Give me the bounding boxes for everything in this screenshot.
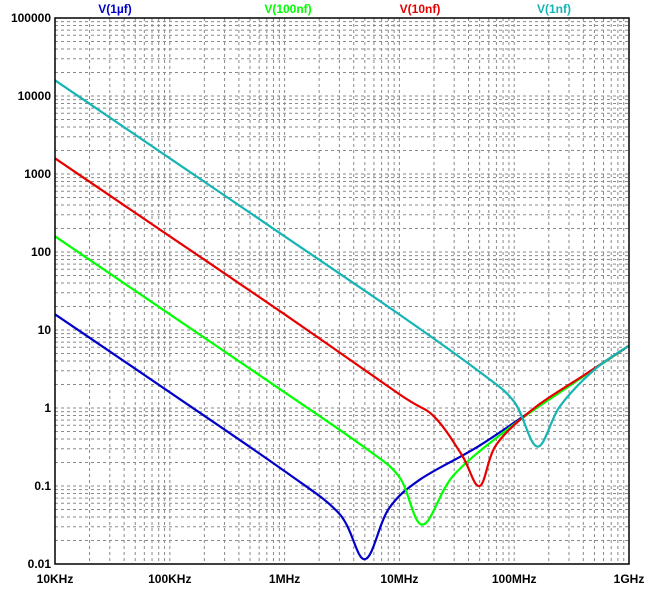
- axis-tick-labels: 10KHz 100KHz 1MHz 10MHz 100MHz 1GHz1000001000…: [11, 11, 644, 586]
- y-tick-label: 100000: [11, 11, 51, 25]
- y-tick-label: 0.1: [34, 479, 51, 493]
- x-tick-label: 1GHz: [614, 572, 645, 586]
- grid-lines: [55, 18, 629, 564]
- y-tick-label: 100: [31, 245, 51, 259]
- y-tick-label: 1000: [24, 167, 51, 181]
- series-line-2: [54, 157, 630, 488]
- plot-frame: [54, 17, 630, 565]
- x-tick-label: 1MHz: [269, 572, 300, 586]
- y-tick-label: 0.01: [28, 557, 52, 571]
- x-tick-label: 100KHz: [148, 572, 191, 586]
- legend-entry-1: V(100nf): [264, 2, 311, 16]
- y-tick-label: 10000: [18, 89, 52, 103]
- legend-entry-0: V(1µf): [98, 2, 132, 16]
- y-tick-label: 10: [38, 323, 52, 337]
- x-tick-label: 10MHz: [380, 572, 418, 586]
- series-line-1: [54, 235, 630, 526]
- legend-entry-2: V(10nf): [400, 2, 441, 16]
- series-lines: [54, 79, 630, 561]
- x-tick-label: 100MHz: [492, 572, 537, 586]
- legend: V(1µf) V(100nf) V(10nf) V(1nf): [98, 2, 571, 16]
- series-line-3: [54, 79, 630, 448]
- legend-entry-3: V(1nf): [537, 2, 571, 16]
- series-line-0: [54, 313, 630, 561]
- x-tick-label: 10KHz: [37, 572, 74, 586]
- y-tick-label: 1: [44, 401, 51, 415]
